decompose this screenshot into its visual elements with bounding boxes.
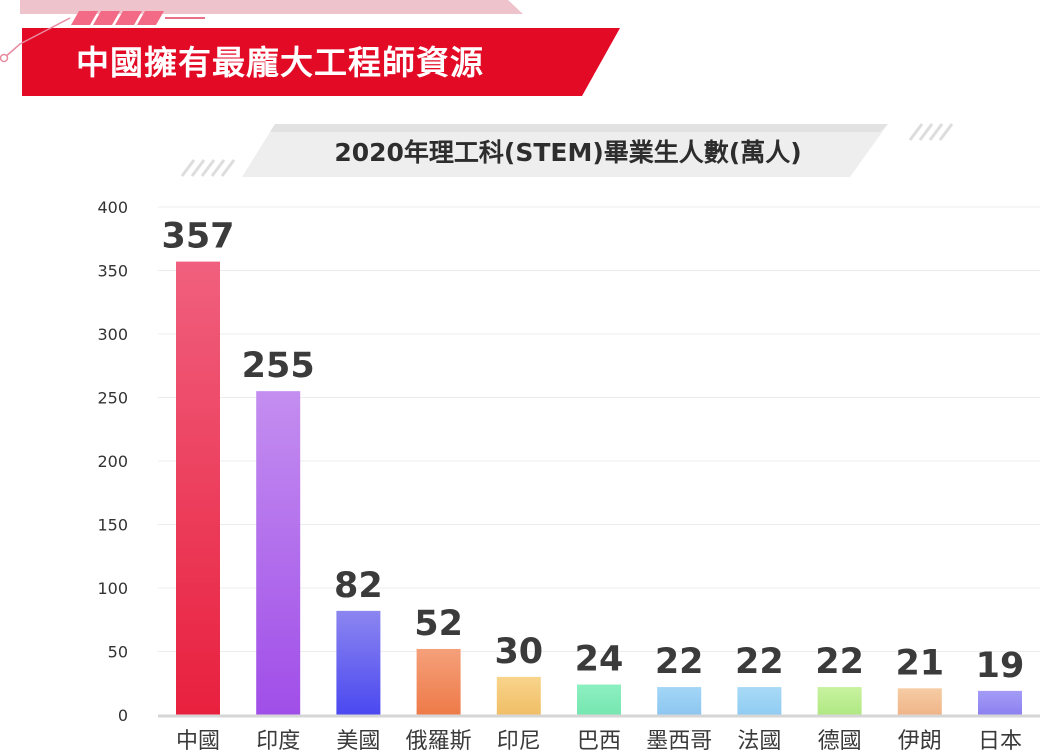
x-tick-label: 伊朗 (898, 729, 942, 754)
subtitle-hatch (190, 159, 206, 177)
bars (176, 261, 1022, 715)
x-tick-label: 德國 (818, 729, 862, 754)
subtitle-plate-edge (270, 124, 888, 132)
subtitle-hatch (908, 123, 924, 141)
bar-value-label: 24 (575, 640, 624, 680)
subtitle-hatch (928, 123, 944, 141)
banner-stripe (137, 11, 164, 25)
bar-value-label: 30 (494, 632, 543, 672)
x-tick-label: 印尼 (497, 729, 541, 754)
bar-value-label: 255 (242, 346, 315, 386)
bar (416, 648, 461, 715)
bar (256, 391, 301, 715)
bar (176, 261, 220, 715)
subtitle-hatch (938, 123, 954, 141)
bar-value-label: 357 (161, 217, 234, 257)
gridlines (158, 206, 1040, 652)
bar-value-label: 19 (976, 646, 1025, 686)
bar-value-label: 21 (895, 643, 944, 683)
subtitle-hatch (220, 159, 236, 177)
y-tick-label: 400 (97, 198, 128, 217)
subtitle-hatch (200, 159, 216, 177)
y-tick-label: 100 (97, 579, 128, 598)
circuit-line (3, 17, 71, 59)
y-tick-label: 50 (108, 643, 128, 662)
y-tick-label: 300 (97, 325, 128, 344)
bar (897, 688, 942, 715)
x-tick-label: 日本 (978, 729, 1022, 754)
banner-title: 中國擁有最龐大工程師資源 (76, 43, 484, 82)
chart-title: 2020年理工科(STEM)畢業生人數(萬人) (334, 138, 802, 167)
x-tick-label: 墨西哥 (646, 729, 712, 754)
y-tick-label: 150 (97, 516, 128, 535)
banner-shadow (20, 0, 523, 14)
bar (978, 690, 1022, 715)
x-axis-labels: 中國 印度 美國 俄羅斯 印尼 巴西 墨西哥 法國 德國 伊朗 日本 (176, 729, 1022, 754)
subtitle-hatch (180, 159, 196, 177)
x-tick-label: 法國 (737, 729, 781, 754)
y-tick-label: 0 (118, 706, 128, 725)
subtitle-hatch (918, 123, 934, 141)
subtitle-plate (242, 124, 888, 177)
y-axis-ticks: 0 50 100 150 200 250 300 350 400 (97, 198, 128, 725)
bar (336, 610, 381, 715)
y-tick-label: 350 (97, 262, 128, 281)
bar-value-label: 22 (735, 642, 784, 682)
x-tick-label: 俄羅斯 (406, 729, 472, 754)
bar-value-label: 22 (655, 642, 704, 682)
header-decoration (0, 0, 954, 177)
bar (817, 687, 862, 715)
banner-stripe (93, 11, 120, 25)
bar-value-label: 22 (815, 642, 864, 682)
bar (657, 687, 702, 715)
y-tick-label: 250 (97, 389, 128, 408)
bar-value-label: 82 (334, 566, 383, 606)
circuit-node (0, 53, 9, 63)
x-tick-label: 巴西 (577, 729, 621, 754)
subtitle-hatch (210, 159, 226, 177)
y-tick-label: 200 (97, 452, 128, 471)
banner-stripe (71, 11, 98, 25)
bar (577, 684, 621, 715)
bar (737, 687, 782, 715)
bar-value-label: 52 (414, 604, 463, 644)
x-tick-label: 美國 (336, 729, 380, 754)
x-tick-label: 中國 (176, 729, 220, 754)
bar (496, 676, 541, 715)
x-tick-label: 印度 (256, 729, 300, 754)
banner-stripe (115, 11, 142, 25)
banner-background (22, 28, 620, 96)
value-labels: 357 255 82 52 30 24 22 22 22 21 19 (161, 217, 1024, 686)
